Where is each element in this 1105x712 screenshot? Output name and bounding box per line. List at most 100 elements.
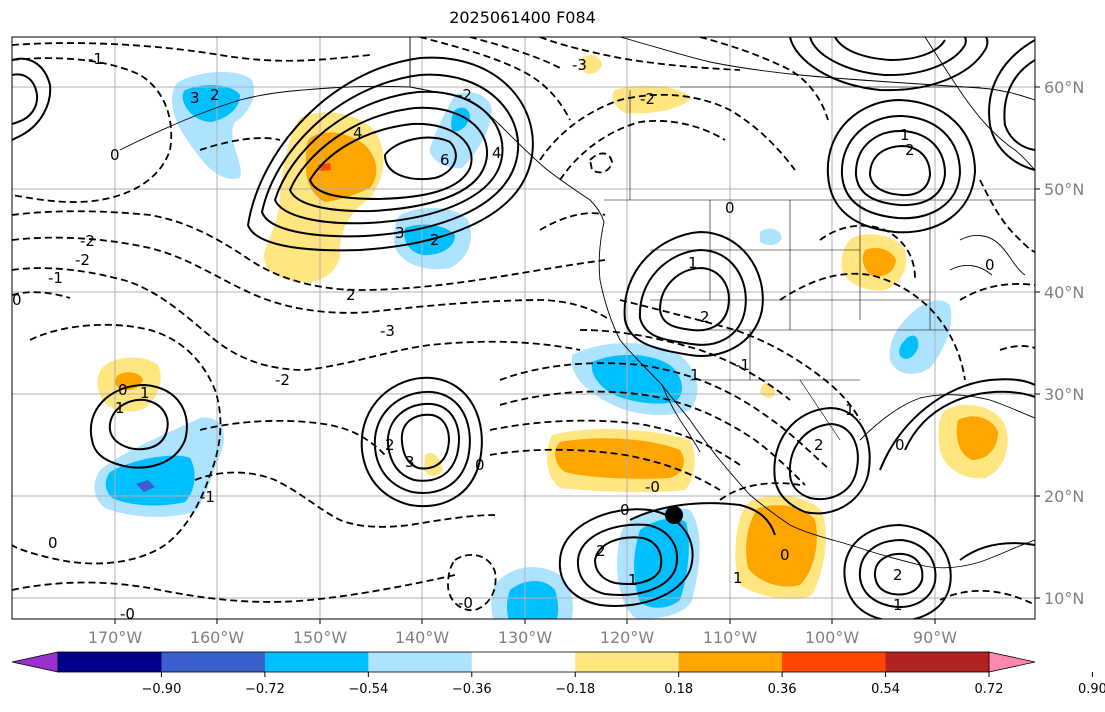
contour-high-canada-3: [854, 129, 947, 207]
colorbar-tick-label: 0.18: [664, 682, 693, 697]
contour-label: 2: [893, 566, 903, 584]
colorbar-tick-label: −0.36: [452, 682, 492, 697]
colorbar-tick-label: 0.54: [871, 682, 900, 697]
contour-neg-11: [499, 362, 831, 471]
contour-neg-29: [719, 482, 801, 501]
colorbar-segment: [678, 652, 783, 672]
x-tick-label: 160°W: [190, 628, 245, 647]
colorbar: −0.90 −0.72 −0.54 −0.36 −0.18 0.18 0.36 0.54 0.7…: [11, 651, 1105, 697]
negative-anomaly-aleutians-core: [182, 85, 240, 122]
contour-label: 4: [353, 124, 363, 142]
contour-high-central-2: [373, 390, 471, 494]
negative-anomaly-south-pacific-core: [507, 581, 558, 619]
contour-label: 0: [895, 436, 905, 454]
positive-anomaly-plains-core: [862, 248, 896, 277]
colorbar-tick-label: 0.90: [1078, 682, 1105, 697]
contour-label: -0: [120, 605, 135, 623]
contour-neg-22: [539, 37, 741, 71]
contour-label: 1: [733, 569, 743, 587]
contours-positive: [12, 37, 1035, 619]
contour-neg-17: [539, 212, 606, 231]
contour-high-basin-1: [623, 230, 764, 357]
contour-neg-5: [12, 267, 581, 371]
contour-high-gulf-long-2: [904, 390, 1035, 451]
borders: [604, 86, 1035, 441]
contour-neg-30: [199, 137, 281, 151]
contour-high-mexico-2: [788, 422, 859, 500]
contour-label: -1: [88, 50, 103, 68]
contour-high-gulf-alaska-6: [383, 136, 457, 181]
contour-label: 1: [893, 596, 903, 614]
contour-high-basin-2: [638, 248, 747, 346]
x-tick-label: 100°W: [805, 628, 860, 647]
colorbar-tick-label: −0.90: [142, 682, 182, 697]
negative-anomaly-small-1: [760, 228, 782, 246]
contour-high-central-1: [360, 376, 483, 507]
contour-high-central-america-2: [858, 538, 937, 608]
contour-label: 0: [110, 146, 120, 164]
colorbar-segment: [575, 652, 680, 672]
contour-high-basin-3: [658, 266, 730, 332]
contour-label: -2: [640, 90, 655, 108]
colorbar-segment: [161, 652, 266, 672]
contour-neg-18: [539, 93, 796, 171]
contour-neg-27: [959, 283, 1035, 301]
contour-label: 2: [430, 231, 440, 249]
contour-label: 0: [780, 546, 790, 564]
y-tick-label: 30°N: [1044, 385, 1084, 404]
contour-label: 1: [688, 254, 698, 272]
x-tick-label: 130°W: [498, 628, 553, 647]
negative-anomaly-alaska-coast: [429, 92, 492, 169]
contour-label: 0: [985, 256, 995, 274]
contour-high-gulf-alaska-2: [260, 73, 520, 238]
contour-label: -2: [75, 251, 90, 269]
contour-high-central-america-3: [873, 552, 924, 596]
positive-anomaly-gulf-of-alaska-core: [305, 132, 377, 202]
contour-label: 2: [700, 308, 710, 326]
contour-neg-2: [12, 57, 173, 203]
contour-high-gulf-alaska-4: [288, 106, 488, 213]
contour-label: -1: [200, 488, 215, 506]
contour-neg-33: [939, 590, 1035, 606]
contour-high-ne-3: [834, 37, 946, 62]
north-america-west-coast: [598, 221, 1035, 569]
colorbar-extend-low: [11, 651, 59, 673]
contour-neg-25: [819, 224, 916, 279]
positive-anomaly-small-3: [424, 453, 443, 476]
storm-center-marker: [665, 506, 683, 524]
shaded-anomalies: [94, 54, 1008, 619]
contour-label: -3: [380, 322, 395, 340]
contour-neg-24: [779, 272, 966, 381]
contour-high-nw-2: [12, 73, 39, 125]
contour-label: 1: [140, 384, 150, 402]
map-frame: [11, 36, 1036, 620]
contour-label: 2: [346, 286, 356, 304]
y-tick-label: 60°N: [1044, 78, 1084, 97]
baja-peninsula: [661, 384, 701, 453]
positive-anomaly-small-2: [582, 54, 602, 74]
contour-high-gulf-alaska-1: [246, 56, 534, 252]
canada-north: [619, 37, 1035, 101]
map-title: 2025061400 F084: [449, 8, 596, 27]
contour-label: 3: [395, 224, 405, 242]
x-axis: 170°W 160°W 150°W 140°W 130°W 120°W 110°…: [88, 619, 957, 647]
contour-label: 6: [440, 151, 450, 169]
y-tick-label: 40°N: [1044, 283, 1084, 302]
contour-label: -1: [735, 356, 750, 374]
great-lakes: [949, 234, 1026, 276]
contour-high-mexico-1: [773, 406, 871, 515]
contour-label: 2: [596, 542, 606, 560]
contour-neg-23: [699, 37, 829, 121]
colorbar-segment: [782, 652, 887, 672]
contour-high-south-mexico-3: [593, 536, 663, 585]
x-tick-label: 140°W: [395, 628, 450, 647]
contour-label: 1: [900, 126, 910, 144]
colorbar-tick-label: 0.72: [975, 682, 1004, 697]
contour-label: 2: [814, 436, 824, 454]
hudson-bay: [924, 37, 1035, 171]
y-tick-label: 20°N: [1044, 487, 1084, 506]
contour-label: 0: [48, 534, 58, 552]
contour-high-central-america-1: [843, 523, 952, 619]
contour-label: 0: [620, 501, 630, 519]
contours-negative: [12, 37, 1035, 612]
